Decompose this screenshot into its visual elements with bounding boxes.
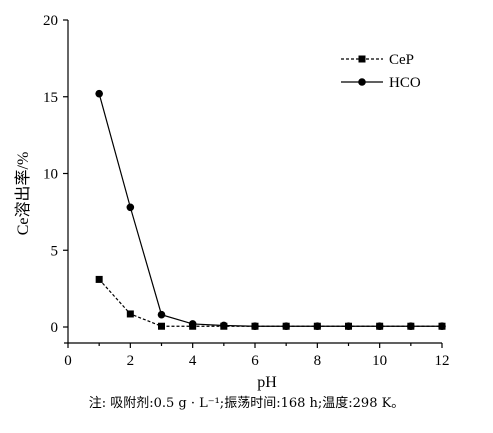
x-tick-label: 0: [64, 353, 72, 369]
x-tick-label: 12: [435, 353, 450, 369]
point-hco: [157, 310, 166, 319]
point-hco: [188, 320, 197, 328]
y-tick-label: 15: [43, 90, 58, 106]
point-hco: [282, 322, 290, 331]
series-line-hco: [98, 93, 442, 327]
y-tick-label: 20: [43, 13, 58, 29]
point-hco: [126, 203, 135, 212]
x-tick-label: 6: [251, 353, 259, 369]
legend-marker-hco: [358, 78, 366, 86]
chart: 0 5 10 15 20 0 2 4 6 8 10 12 pH Ce溶出率/% CeP HCO: [14, 13, 450, 391]
x-tick-label: 4: [189, 353, 197, 369]
y-tick-label: 0: [51, 320, 59, 336]
x-tick-label: 2: [127, 353, 135, 369]
legend-label-hco: HCO: [389, 75, 421, 91]
point-hco: [407, 322, 415, 331]
point-hco: [220, 321, 228, 330]
legend-label-cep: CeP: [389, 52, 414, 68]
y-tick-label: 5: [51, 243, 59, 259]
point-cep: [95, 275, 103, 283]
point-hco: [251, 322, 259, 331]
x-axis-label: pH: [257, 374, 277, 391]
point-cep: [158, 322, 165, 330]
series-line-cep: [98, 279, 442, 327]
y-axis-label: Ce溶出率/%: [14, 152, 32, 236]
x-tick-label: 8: [314, 353, 322, 369]
chart-note: 注: 吸附剂:0.5 g · L⁻¹;振荡时间:168 h;温度:298 K。: [88, 396, 405, 411]
point-hco: [438, 322, 446, 331]
point-hco: [313, 322, 322, 331]
point-cep: [126, 310, 134, 318]
point-hco: [375, 322, 384, 331]
legend-marker-cep: [358, 55, 366, 63]
point-hco: [95, 89, 103, 98]
point-hco: [344, 322, 353, 331]
x-tick-label: 10: [372, 353, 387, 369]
y-tick-label: 10: [43, 167, 58, 183]
